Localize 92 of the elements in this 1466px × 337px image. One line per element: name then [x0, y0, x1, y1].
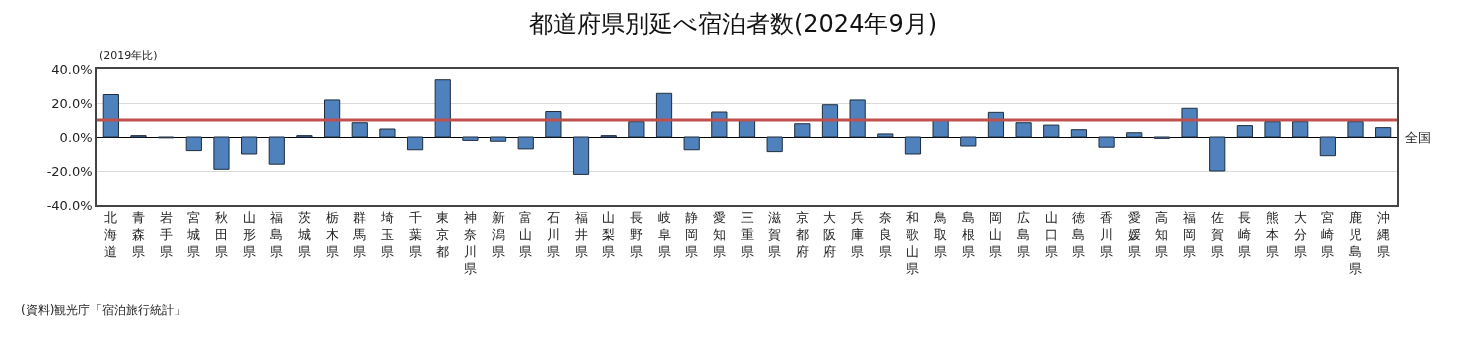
bar — [628, 121, 645, 138]
x-tick-label: 山梨県 — [602, 210, 616, 260]
x-tick-label: 青森県 — [131, 210, 145, 260]
bar — [241, 136, 258, 155]
text: (資料)観光庁「宿泊旅行統計」 — [21, 303, 187, 317]
bar — [683, 136, 700, 151]
x-tick-label: 鳥取県 — [933, 210, 948, 260]
x-tick-label: 東京都 — [436, 210, 450, 260]
x-tick-label: 大分県 — [1293, 210, 1307, 260]
bar — [379, 128, 396, 138]
bar — [517, 136, 534, 150]
bar — [1319, 136, 1336, 157]
x-tick-label: 徳島県 — [1072, 210, 1086, 260]
bar — [655, 92, 673, 138]
x-tick-label: 秋田県 — [214, 210, 228, 260]
x-tick-label: 北海道 — [104, 210, 118, 260]
x-tick-label: 富山県 — [519, 210, 533, 260]
x-tick-label: 福岡県 — [1183, 210, 1197, 260]
bar — [849, 99, 866, 138]
chart-title: 都道府県別延べ宿泊者数(2024年9月) — [528, 9, 938, 38]
x-tick-label: 埼玉県 — [379, 210, 394, 260]
x-tick-label: 千葉県 — [408, 210, 422, 260]
bar — [489, 136, 507, 142]
bar — [102, 94, 119, 138]
x-tick-label: 愛知県 — [712, 210, 726, 260]
bar — [462, 136, 479, 141]
bar — [960, 136, 977, 147]
x-tick-label: 岩手県 — [159, 210, 173, 260]
bar — [1209, 136, 1226, 172]
x-tick-label: 宮城県 — [186, 210, 201, 260]
bar — [904, 136, 922, 155]
x-tick-label: 岡山県 — [989, 210, 1003, 260]
x-tick-label: 奈良県 — [878, 210, 892, 260]
bar — [821, 104, 839, 138]
x-tick-label: 福井県 — [574, 210, 588, 260]
x-tick-label: 高知県 — [1155, 210, 1169, 260]
x-tick-label: 愛媛県 — [1127, 210, 1141, 260]
bar — [213, 136, 230, 170]
x-tick-label: 岐阜県 — [657, 210, 671, 260]
x-tick-label: 長崎県 — [1238, 210, 1252, 260]
y-axis-title: (2019年比) — [99, 49, 158, 62]
x-tick-label: 京都府 — [795, 210, 809, 260]
bar — [434, 79, 451, 138]
x-tick-label: 広島県 — [1017, 210, 1031, 260]
x-tick-label: 佐賀県 — [1210, 210, 1224, 260]
bar — [1264, 121, 1281, 138]
x-tick-label: 福島県 — [270, 210, 284, 260]
x-tick-label: 山形県 — [242, 210, 256, 260]
x-tick-label: 和歌山県 — [906, 210, 920, 277]
x-tick-label: 長野県 — [629, 210, 643, 260]
y-tick-label: 20.0% — [51, 95, 93, 111]
x-tick-label: 石川県 — [546, 210, 560, 260]
y-tick-label: 40.0% — [51, 61, 93, 77]
y-tick-label: -20.0% — [46, 163, 93, 179]
x-tick-label: 茨城県 — [296, 210, 311, 260]
bar — [877, 133, 894, 138]
bar — [324, 99, 341, 138]
x-tick-label: 熊本県 — [1266, 210, 1280, 260]
bar — [1015, 122, 1032, 138]
bar — [794, 123, 811, 138]
bar — [1375, 127, 1392, 138]
x-tick-label: 群馬県 — [352, 210, 367, 260]
x-tick-label: 新潟県 — [491, 210, 505, 260]
x-tick-label: 神奈川県 — [463, 210, 477, 277]
x-tick-label: 大阪府 — [823, 210, 837, 260]
bar — [572, 136, 590, 175]
x-tick-label: 香川県 — [1100, 210, 1114, 260]
x-tick-label: 栃木県 — [325, 210, 339, 260]
bar — [1236, 125, 1253, 138]
bar — [1126, 132, 1143, 138]
x-tick-label: 三重県 — [740, 210, 754, 260]
bar — [766, 136, 783, 153]
y-tick-label: 0.0% — [59, 129, 93, 145]
y-tick-label: -40.0% — [46, 197, 93, 213]
x-tick-label: 沖縄県 — [1375, 210, 1390, 260]
x-tick-label: 島根県 — [961, 210, 975, 260]
bar — [268, 136, 285, 165]
bar — [1043, 124, 1060, 138]
x-tick-label: 鹿児島県 — [1349, 210, 1363, 277]
bar — [1070, 129, 1088, 138]
x-tick-label: 兵庫県 — [851, 210, 865, 260]
bar — [1292, 121, 1309, 138]
bar — [185, 136, 202, 152]
bar — [1347, 121, 1364, 138]
ref-line-label: 全国 — [1405, 130, 1431, 145]
bar — [406, 136, 424, 151]
x-tick-label: 宮崎県 — [1321, 210, 1335, 260]
x-tick-label: 山口県 — [1044, 210, 1058, 260]
bar — [351, 122, 368, 138]
bar — [1098, 136, 1115, 148]
x-tick-label: 静岡県 — [685, 210, 699, 260]
x-tick-label: 滋賀県 — [768, 210, 782, 260]
